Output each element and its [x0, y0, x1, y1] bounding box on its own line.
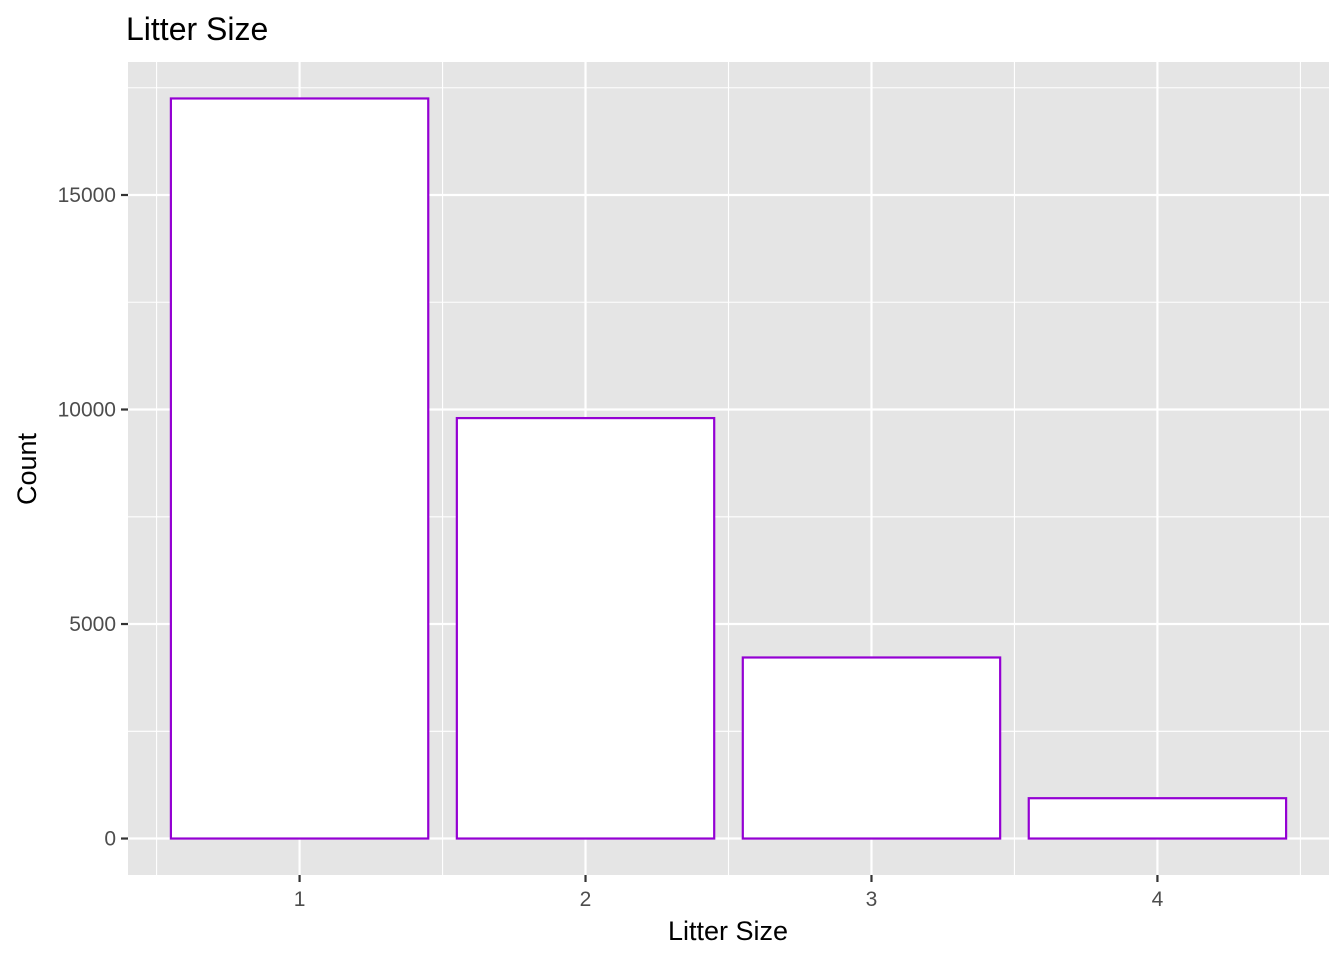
y-tick-label: 15000	[58, 184, 116, 207]
y-axis-title: Count	[12, 432, 42, 505]
y-tick-label: 10000	[58, 399, 116, 422]
y-axis: 0 5000 10000 15000	[58, 184, 128, 851]
x-tick-label: 4	[1152, 888, 1164, 911]
x-tick-label: 3	[866, 888, 878, 911]
x-axis: 1 2 3 4	[294, 875, 1164, 911]
bar-2	[455, 416, 716, 840]
y-tick-label: 5000	[69, 613, 116, 636]
chart-title: Litter Size	[126, 11, 268, 47]
bars	[169, 97, 1288, 840]
x-axis-title: Litter Size	[668, 916, 788, 946]
y-tick-label: 0	[104, 828, 116, 851]
x-tick-label: 2	[580, 888, 592, 911]
bar-4	[1027, 797, 1288, 840]
bar-1	[169, 97, 430, 840]
x-tick-label: 1	[294, 888, 306, 911]
bar-3	[741, 656, 1002, 840]
